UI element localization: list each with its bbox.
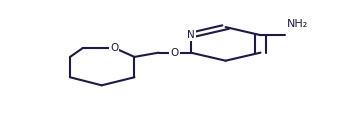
Text: O: O [171, 48, 179, 58]
Text: O: O [110, 43, 118, 53]
Text: NH₂: NH₂ [288, 19, 309, 29]
Text: N: N [187, 30, 194, 40]
